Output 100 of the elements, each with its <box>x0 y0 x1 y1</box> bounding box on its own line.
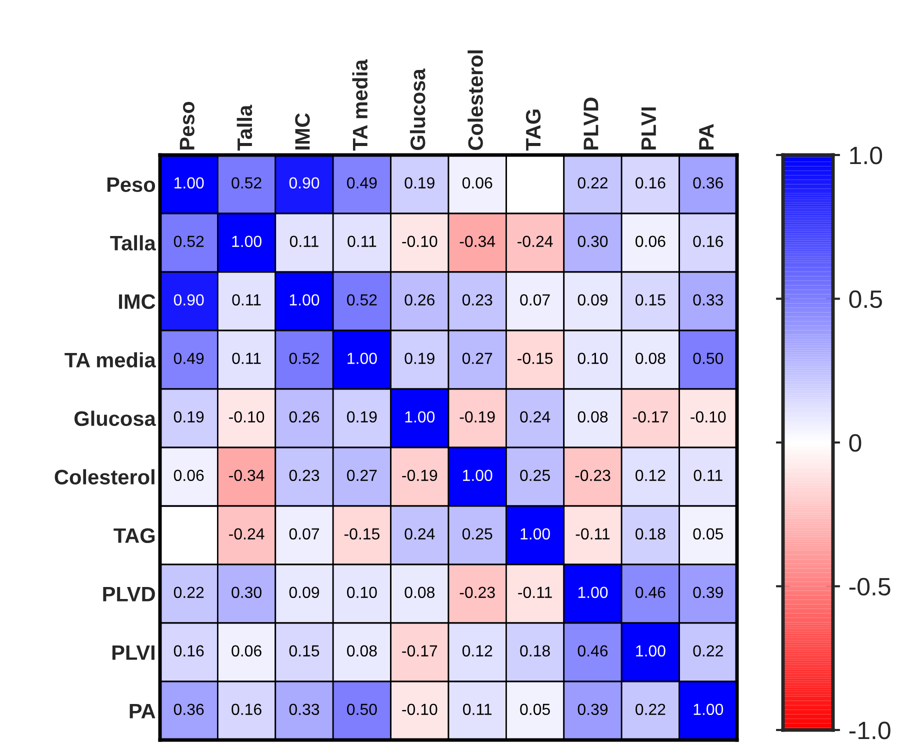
data-label: 0.11 <box>694 470 722 482</box>
data-label: 0.30 <box>232 586 262 598</box>
y-tick-label: Talla <box>110 235 156 251</box>
data-label: 1.00 <box>463 470 492 482</box>
data-label: 0.12 <box>462 645 492 657</box>
data-label: -0.23 <box>460 586 495 598</box>
data-label: -0.15 <box>344 528 380 540</box>
data-label: 0.25 <box>462 528 492 540</box>
data-label: 0.09 <box>289 586 320 598</box>
data-label: -0.19 <box>460 411 495 423</box>
data-label: 0.52 <box>232 177 262 189</box>
data-label: 0.08 <box>404 586 434 598</box>
color-bar-label: 0.5 <box>849 290 882 308</box>
data-label: 0.25 <box>520 470 550 482</box>
data-label: 0.22 <box>578 177 608 189</box>
x-tick-label: Colesterol <box>468 50 483 150</box>
x-tick-label: PA <box>699 124 714 150</box>
data-label: 0.90 <box>174 294 204 306</box>
data-label: 1.00 <box>232 236 262 248</box>
data-label: 0.90 <box>289 177 320 189</box>
data-label: 0.06 <box>462 177 492 189</box>
data-label: -0.11 <box>576 528 610 540</box>
data-label: 0.33 <box>693 294 723 306</box>
data-label: 0.11 <box>290 236 318 248</box>
data-label: 1.00 <box>578 586 608 598</box>
x-tick-label: TA media <box>352 59 368 151</box>
data-label: 0.12 <box>636 470 666 482</box>
data-label: 0.16 <box>174 645 204 657</box>
y-tick-label: PLVD <box>103 586 155 602</box>
data-label: 0.39 <box>578 704 608 716</box>
y-tick-label: PLVI <box>112 645 154 660</box>
data-label: 0.36 <box>174 704 204 716</box>
data-label: 0.11 <box>463 704 492 716</box>
data-label: 0.23 <box>289 470 320 482</box>
y-tick-label: IMC <box>119 294 156 310</box>
y-tick-label: PA <box>130 704 156 718</box>
data-label: 0.19 <box>404 177 434 189</box>
data-label: 0.07 <box>289 528 319 540</box>
data-label: 0.16 <box>636 177 666 189</box>
data-label: 0.46 <box>636 586 666 598</box>
data-label: -0.23 <box>575 470 610 482</box>
data-label: -0.24 <box>518 236 553 248</box>
data-label: 0.15 <box>636 294 666 306</box>
data-label: 1.00 <box>694 704 724 716</box>
data-label: 0.16 <box>693 236 723 248</box>
data-label: 0.09 <box>578 294 608 306</box>
data-label: 0.27 <box>347 470 377 482</box>
data-label: 0.49 <box>174 352 204 364</box>
data-label: 0.06 <box>636 236 666 248</box>
data-label: -0.24 <box>229 528 264 540</box>
data-label: 0.19 <box>404 352 434 364</box>
data-label: 0.10 <box>578 352 608 364</box>
data-label: 0.33 <box>289 704 320 716</box>
y-tick-label: Colesterol <box>54 469 154 485</box>
y-tick-label: TA media <box>64 352 156 368</box>
data-label: 0.11 <box>232 352 261 364</box>
data-label: 0.49 <box>347 177 377 189</box>
data-label: 0.15 <box>289 645 320 657</box>
data-label: -0.19 <box>402 470 438 482</box>
data-label: 1.00 <box>174 177 204 189</box>
data-label: 0.24 <box>520 411 550 423</box>
data-label: 0.26 <box>404 294 434 306</box>
data-label: 0.30 <box>578 236 608 248</box>
data-label: -0.34 <box>460 236 496 248</box>
data-label: 0.27 <box>462 352 492 364</box>
y-tick-label: Glucosa <box>74 410 156 426</box>
x-tick-label: PLVI <box>642 107 656 150</box>
data-label: 0.52 <box>347 294 377 306</box>
data-label: 1.00 <box>348 352 377 364</box>
data-label: 0.52 <box>289 352 319 364</box>
data-label: 1.00 <box>405 411 435 423</box>
y-tick-label: Peso <box>107 177 156 192</box>
data-label: 1.00 <box>636 645 666 657</box>
data-label: -0.17 <box>632 411 668 423</box>
data-label: 0.22 <box>693 645 723 657</box>
data-label: 0.22 <box>174 586 204 598</box>
data-label: 0.11 <box>232 294 261 306</box>
color-bar-label: -1.0 <box>849 722 890 740</box>
x-tick-label: Glucosa <box>410 68 426 150</box>
data-label: -0.17 <box>402 645 438 657</box>
data-label: 0.05 <box>693 528 724 540</box>
data-label: 0.18 <box>520 645 550 657</box>
data-label: -0.34 <box>229 470 264 482</box>
color-bar-label: -0.5 <box>849 578 890 596</box>
x-tick-label: Peso <box>180 102 194 150</box>
data-label: -0.10 <box>402 704 438 716</box>
data-label: 1.00 <box>290 294 320 306</box>
data-label: 0.05 <box>520 704 550 716</box>
data-label: -0.10 <box>402 236 438 248</box>
data-label: 0.19 <box>174 411 204 423</box>
data-label: 0.19 <box>347 411 377 423</box>
x-tick-label: TAG <box>526 110 541 151</box>
data-label: 0.50 <box>347 704 377 716</box>
x-tick-label: IMC <box>295 113 310 150</box>
data-label: 0.08 <box>578 411 608 423</box>
data-label: 0.10 <box>347 586 377 598</box>
data-label: 0.23 <box>462 294 492 306</box>
x-tick-label: Talla <box>236 104 252 151</box>
data-label: 0.22 <box>636 704 666 716</box>
data-label: 0.50 <box>693 352 724 364</box>
